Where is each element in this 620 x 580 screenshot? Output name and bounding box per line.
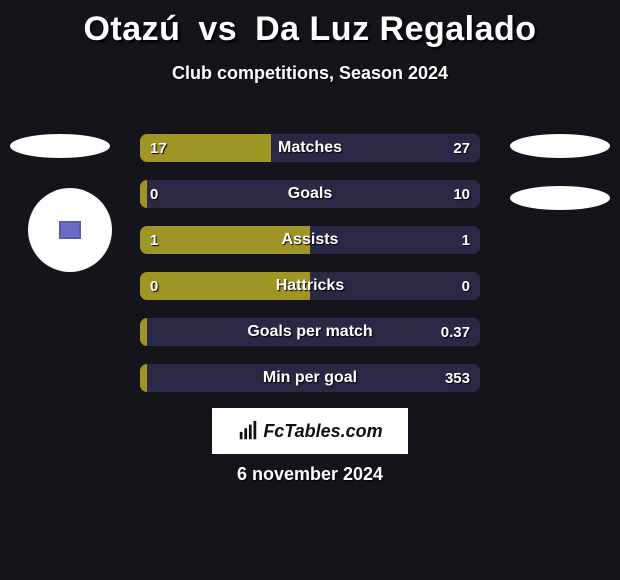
fctables-logo[interactable]: FcTables.com [212, 408, 408, 454]
stat-bar: Goals per match0.37 [140, 318, 480, 346]
stat-fill-right [147, 318, 480, 346]
player1-crest-placeholder [10, 134, 110, 158]
stat-bar: Min per goal353 [140, 364, 480, 392]
player1-club-crest [28, 188, 112, 272]
title: Otazú vs Da Luz Regalado [0, 10, 620, 49]
stat-value-right: 10 [453, 180, 470, 208]
stat-value-left: 0 [150, 180, 158, 208]
player2-name: Da Luz Regalado [255, 10, 536, 48]
stat-fill-right [310, 272, 480, 300]
chart-icon [237, 420, 259, 442]
stat-fill-right [147, 364, 480, 392]
stat-value-right: 27 [453, 134, 470, 162]
stat-fill-left [140, 226, 310, 254]
stat-value-left: 1 [150, 226, 158, 254]
stat-bar: Matches1727 [140, 134, 480, 162]
stat-fill-left [140, 318, 147, 346]
stat-value-left: 0 [150, 272, 158, 300]
stat-fill-right [310, 226, 480, 254]
player1-name: Otazú [83, 10, 180, 48]
vs-label: vs [190, 10, 245, 48]
stat-bar: Hattricks00 [140, 272, 480, 300]
logo-text: FcTables.com [263, 421, 382, 442]
stat-bar: Goals010 [140, 180, 480, 208]
stat-value-right: 353 [445, 364, 470, 392]
stat-bars: Matches1727Goals010Assists11Hattricks00G… [140, 134, 480, 410]
date: 6 november 2024 [0, 464, 620, 485]
player2-crest-placeholder-1 [510, 134, 610, 158]
crest-icon [59, 221, 81, 239]
stat-fill-left [140, 364, 147, 392]
stat-value-left: 17 [150, 134, 167, 162]
stat-fill-left [140, 180, 147, 208]
stat-value-right: 0.37 [441, 318, 470, 346]
stat-bar: Assists11 [140, 226, 480, 254]
subtitle: Club competitions, Season 2024 [0, 63, 620, 84]
stat-fill-right [271, 134, 480, 162]
stat-fill-left [140, 272, 310, 300]
player2-crest-placeholder-2 [510, 186, 610, 210]
comparison-card: Otazú vs Da Luz Regalado Club competitio… [0, 10, 620, 580]
stat-value-right: 1 [462, 226, 470, 254]
stat-value-right: 0 [462, 272, 470, 300]
stat-fill-right [147, 180, 480, 208]
